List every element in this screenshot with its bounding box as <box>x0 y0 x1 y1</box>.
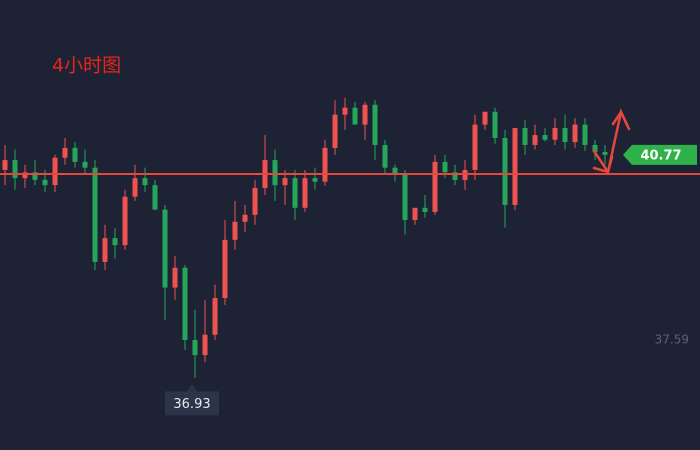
candle-body <box>142 178 148 186</box>
candle-body <box>102 238 108 262</box>
candle-body <box>542 135 548 140</box>
candle-body <box>62 147 68 158</box>
candle-body <box>402 174 408 221</box>
candle-body <box>192 339 198 356</box>
low-marker-label: 36.93 <box>173 397 210 412</box>
candle-body <box>592 144 598 152</box>
candle-body <box>582 124 588 145</box>
candle-body <box>222 239 228 299</box>
candle-body <box>122 196 128 246</box>
candle-body <box>92 167 98 262</box>
candle-body <box>132 178 138 197</box>
candle-body <box>302 178 308 208</box>
candle-body <box>72 147 78 162</box>
candle-body <box>392 167 398 175</box>
candle-body <box>212 298 218 335</box>
candle-body <box>2 160 8 170</box>
candle-body <box>312 178 318 182</box>
candle-body <box>152 185 158 210</box>
candle-body <box>292 178 298 208</box>
price-tag-label: 40.77 <box>640 148 681 163</box>
low-marker-box <box>165 384 219 416</box>
candle-body <box>552 128 558 140</box>
candle-body <box>282 178 288 186</box>
price-tag <box>623 144 697 165</box>
candle-body <box>432 161 438 212</box>
candle-body <box>202 334 208 356</box>
candle-body <box>412 207 418 221</box>
candle-body <box>232 221 238 240</box>
candle-body <box>332 114 338 148</box>
candle-body <box>522 128 528 145</box>
candle-body <box>22 172 28 179</box>
candle-body <box>182 267 188 340</box>
candle-body <box>422 207 428 212</box>
chart-title: 4小时图 <box>52 55 121 77</box>
candle-body <box>52 157 58 186</box>
candle-body <box>342 107 348 115</box>
candle-body <box>162 209 168 288</box>
candle-body <box>12 160 18 179</box>
candle-body <box>472 124 478 170</box>
candle-body <box>272 160 278 186</box>
candle-body <box>532 135 538 145</box>
candle-body <box>362 104 368 125</box>
candle-body <box>372 104 378 145</box>
candle-body <box>42 179 48 186</box>
candle-body <box>242 214 248 222</box>
candle-body <box>172 267 178 288</box>
candle-body <box>492 111 498 138</box>
candle-body <box>382 144 388 168</box>
candle-body <box>32 172 38 180</box>
candle-body <box>112 238 118 246</box>
candle-body <box>482 111 488 125</box>
candle-body <box>442 161 448 173</box>
candle-body <box>572 124 578 143</box>
annotation-arrow <box>592 108 631 176</box>
candle-body <box>512 128 518 205</box>
candle-body <box>82 161 88 168</box>
y-tick-label: 37.59 <box>655 332 689 346</box>
candle-body <box>322 147 328 182</box>
candle-body <box>602 151 608 155</box>
candle-body <box>562 128 568 143</box>
candle-body <box>452 172 458 180</box>
candle-body <box>352 107 358 125</box>
candle-body <box>502 137 508 205</box>
candle-body <box>252 188 258 215</box>
